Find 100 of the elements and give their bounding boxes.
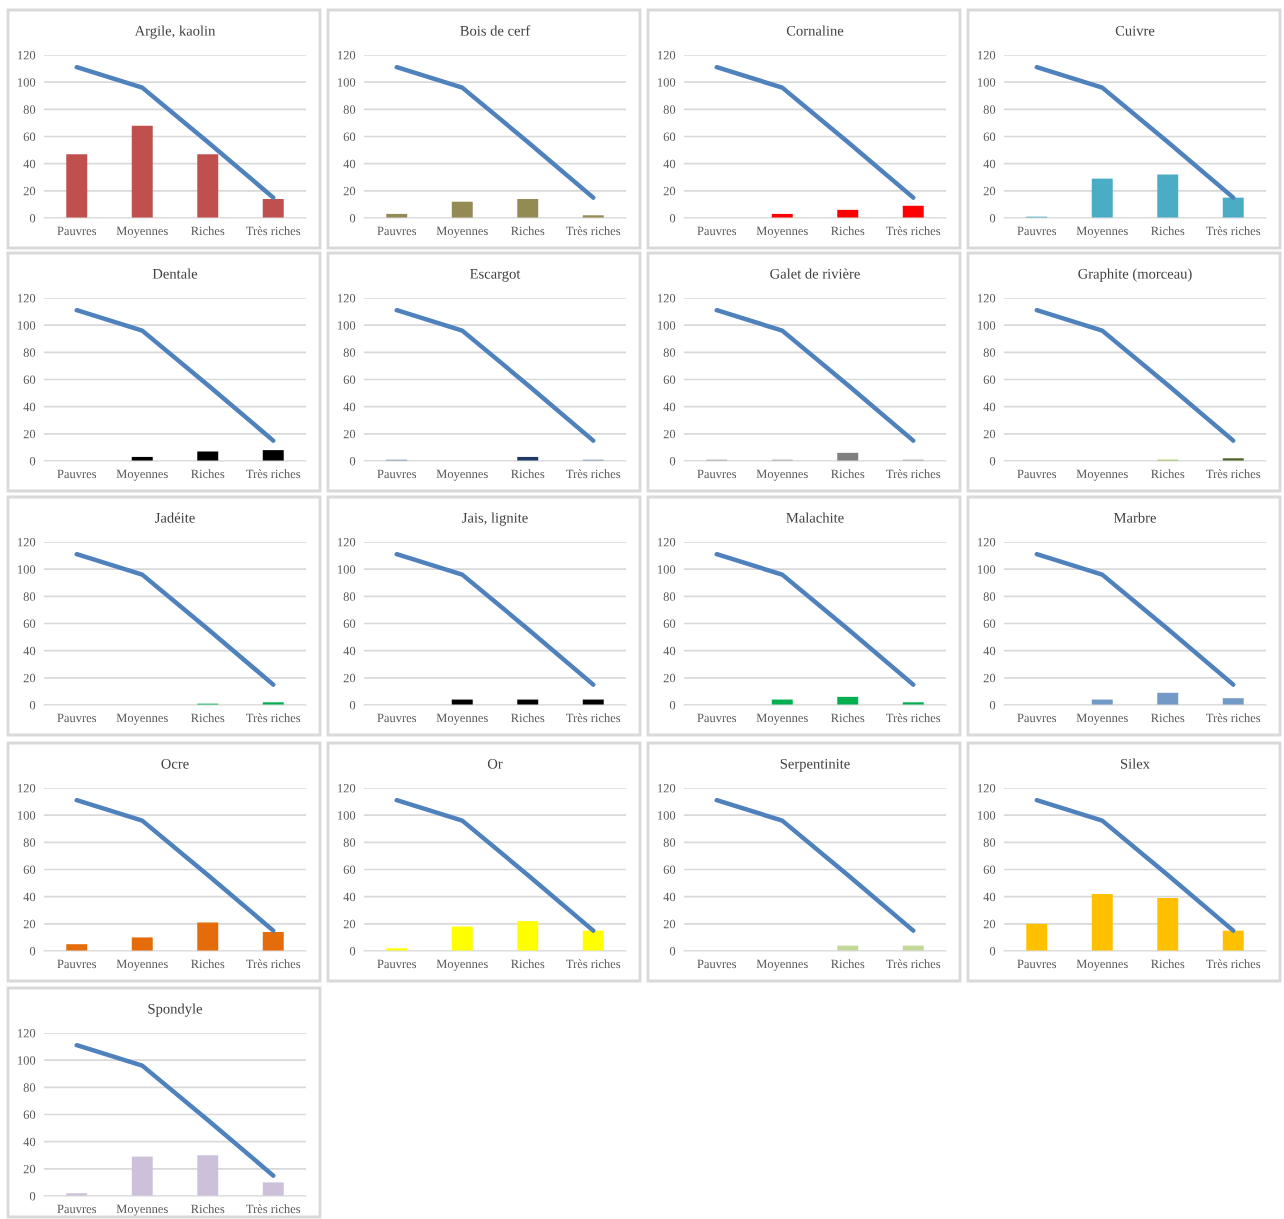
x-tick-label: Moyennes: [756, 226, 808, 238]
y-tick-label: 40: [983, 159, 996, 169]
y-tick-label: 80: [663, 592, 676, 601]
y-tick-label: 80: [343, 348, 356, 357]
x-tick-label: Moyennes: [1076, 959, 1128, 971]
y-tick-label: 80: [343, 592, 356, 601]
y-tick-label: 0: [29, 947, 36, 956]
y-tick-label: 40: [663, 159, 676, 169]
x-tick-label: Riches: [511, 959, 545, 969]
x-tick-label: Riches: [831, 713, 865, 723]
chart-title: Cornaline: [786, 25, 844, 36]
x-tick-label: Très riches: [886, 713, 941, 723]
x-tick-label: Moyennes: [1076, 226, 1128, 238]
x-tick-label: Riches: [1151, 226, 1185, 236]
chart-title: Jais, lignite: [462, 512, 528, 526]
x-tick-label: Pauvres: [377, 469, 417, 479]
x-tick-label: Moyennes: [116, 959, 168, 971]
y-tick-label: 60: [343, 619, 356, 628]
x-tick-label: Riches: [831, 226, 865, 236]
y-tick-label: 20: [23, 186, 36, 196]
x-tick-label: Pauvres: [57, 713, 97, 723]
x-tick-label: Pauvres: [697, 713, 737, 723]
x-tick-label: Moyennes: [436, 959, 488, 971]
y-tick-label: 40: [23, 159, 36, 169]
x-tick-label: Moyennes: [1076, 469, 1128, 481]
y-tick-label: 40: [23, 1137, 36, 1147]
x-tick-label: Pauvres: [57, 959, 97, 969]
y-tick-label: 40: [343, 646, 356, 656]
x-tick-label: Moyennes: [116, 469, 168, 481]
x-tick-label: Riches: [191, 959, 225, 969]
y-tick-label: 120: [18, 784, 36, 793]
y-tick-label: 0: [349, 457, 356, 466]
y-tick-label: 0: [349, 701, 356, 710]
x-tick-label: Moyennes: [756, 713, 808, 725]
y-tick-label: 40: [23, 646, 36, 656]
x-tick-label: Riches: [1151, 713, 1185, 723]
x-tick-label: Riches: [1151, 959, 1185, 969]
x-tick-label: Moyennes: [756, 469, 808, 481]
chart-title: Escargot: [470, 269, 521, 282]
y-tick-label: 0: [989, 214, 996, 223]
y-tick-label: 60: [343, 375, 356, 384]
x-tick-label: Moyennes: [116, 1204, 168, 1216]
y-tick-label: 120: [658, 538, 676, 547]
x-tick-label: Riches: [1151, 469, 1185, 479]
chart-title: Malachite: [786, 512, 844, 523]
y-tick-label: 80: [983, 592, 996, 601]
x-tick-label: Très riches: [246, 959, 301, 969]
x-tick-label: Très riches: [566, 959, 621, 969]
x-tick-label: Très riches: [886, 959, 941, 969]
y-tick-label: 0: [29, 457, 36, 466]
y-tick-label: 60: [23, 132, 36, 141]
y-tick-label: 120: [338, 51, 356, 60]
y-tick-label: 0: [349, 947, 356, 956]
x-tick-label: Pauvres: [697, 226, 737, 236]
y-tick-label: 0: [29, 214, 36, 223]
x-tick-label: Riches: [191, 713, 225, 723]
y-tick-label: 80: [23, 348, 36, 357]
y-tick-label: 60: [663, 619, 676, 628]
y-tick-label: 0: [349, 214, 356, 223]
x-tick-label: Moyennes: [436, 713, 488, 725]
x-tick-label: Pauvres: [57, 469, 97, 479]
y-tick-label: 100: [658, 78, 676, 87]
y-tick-label: 20: [663, 186, 676, 196]
y-tick-label: 0: [989, 947, 996, 956]
x-tick-label: Très riches: [246, 226, 301, 236]
chart-title: Silex: [1120, 758, 1150, 769]
y-tick-label: 120: [978, 294, 996, 303]
x-tick-label: Moyennes: [116, 713, 168, 725]
x-tick-label: Pauvres: [697, 959, 737, 969]
x-tick-label: Moyennes: [1076, 713, 1128, 725]
y-tick-label: 100: [978, 78, 996, 87]
y-tick-label: 120: [978, 51, 996, 60]
y-tick-label: 20: [983, 429, 996, 439]
y-tick-label: 20: [23, 919, 36, 929]
x-tick-label: Moyennes: [436, 469, 488, 481]
y-tick-label: 20: [343, 673, 356, 683]
y-tick-label: 0: [989, 701, 996, 710]
y-tick-label: 100: [978, 565, 996, 574]
x-tick-label: Pauvres: [1017, 713, 1057, 723]
y-tick-label: 40: [983, 892, 996, 902]
x-tick-label: Pauvres: [57, 226, 97, 236]
y-tick-label: 40: [343, 159, 356, 169]
x-tick-label: Pauvres: [377, 226, 417, 236]
y-tick-label: 20: [23, 1164, 36, 1174]
x-tick-label: Pauvres: [697, 469, 737, 479]
y-tick-label: 0: [989, 457, 996, 466]
y-tick-label: 20: [23, 429, 36, 439]
x-tick-label: Riches: [191, 469, 225, 479]
y-tick-label: 40: [663, 892, 676, 902]
y-tick-label: 80: [663, 105, 676, 114]
y-tick-label: 120: [658, 294, 676, 303]
x-tick-label: Moyennes: [756, 959, 808, 971]
y-tick-label: 0: [29, 1192, 36, 1201]
x-tick-label: Pauvres: [1017, 226, 1057, 236]
x-tick-label: Riches: [511, 713, 545, 723]
y-tick-label: 100: [338, 321, 356, 330]
y-tick-label: 80: [23, 592, 36, 601]
x-tick-label: Très riches: [566, 713, 621, 723]
x-tick-label: Pauvres: [377, 959, 417, 969]
y-tick-label: 100: [18, 565, 36, 574]
